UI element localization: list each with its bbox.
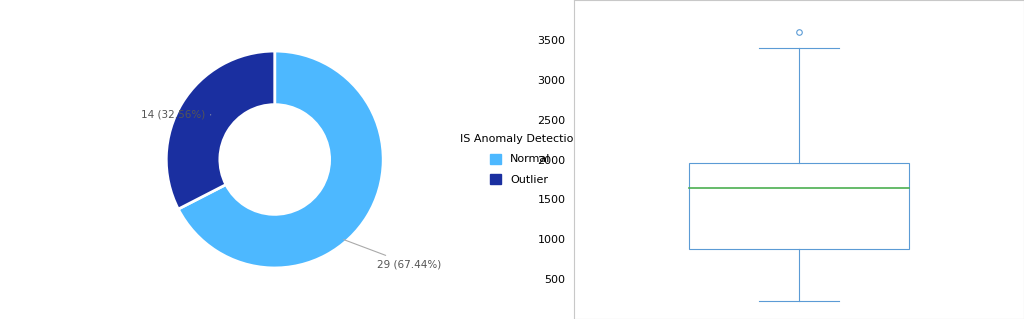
Legend: Normal, Outlier: Normal, Outlier [456, 129, 585, 190]
Text: 14 (32.56%): 14 (32.56%) [140, 110, 211, 120]
Wedge shape [178, 51, 383, 268]
Text: 29 (67.44%): 29 (67.44%) [344, 240, 441, 269]
FancyBboxPatch shape [689, 163, 909, 249]
Wedge shape [166, 51, 274, 209]
